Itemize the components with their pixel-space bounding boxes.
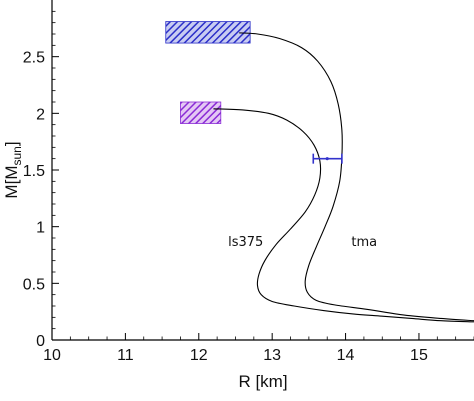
y-tick-label: 0 xyxy=(36,333,45,350)
constraint-box xyxy=(165,21,251,44)
constraint-box xyxy=(180,101,222,124)
curves xyxy=(213,32,474,323)
x-tick-label: 14 xyxy=(337,347,355,364)
x-tick-label: 15 xyxy=(410,347,428,364)
x-tick-label: 11 xyxy=(117,347,134,364)
curve-labels: ls375 tma xyxy=(228,235,377,250)
x-tick-label: 12 xyxy=(190,347,208,364)
y-axis-label-sub: sun xyxy=(10,146,24,165)
x-tick-label: 13 xyxy=(263,347,281,364)
y-axis-label-main: M[M xyxy=(2,166,21,199)
y-tick-label: 0.5 xyxy=(23,276,45,293)
y-tick-label: 2.5 xyxy=(23,50,45,67)
constraint-boxes xyxy=(165,21,251,124)
y-axis-label: M[Msun] xyxy=(2,141,24,198)
curve-label-tma: tma xyxy=(351,235,377,250)
y-tick-label: 1 xyxy=(36,220,45,237)
curve-ls375 xyxy=(213,108,474,323)
x-tick-label: 10 xyxy=(43,347,61,364)
x-axis-label: R [km] xyxy=(238,372,287,391)
y-tick-label: 1.5 xyxy=(23,163,45,180)
y-axis-label-close: ] xyxy=(2,141,21,146)
curve-tma xyxy=(239,32,474,322)
error-bar-point xyxy=(325,157,329,161)
curve-label-ls375: ls375 xyxy=(228,235,263,250)
y-tick-label: 2 xyxy=(36,106,45,123)
error-bar xyxy=(312,153,343,164)
ticks: 10 11 12 13 14 15 0 0.5 1 1.5 2 2.5 xyxy=(23,10,474,364)
axes xyxy=(51,0,474,341)
